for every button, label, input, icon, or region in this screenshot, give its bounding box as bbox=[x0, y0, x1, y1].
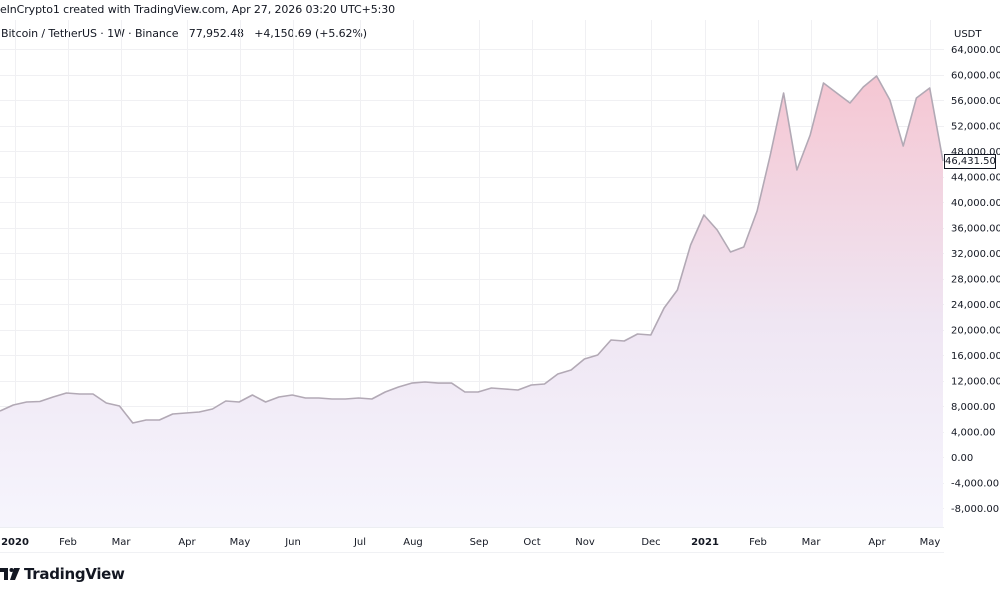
price-change-pct: (+5.62%) bbox=[315, 27, 367, 40]
price-tick-label: 52,000.00 bbox=[951, 122, 1000, 133]
symbol-name[interactable]: Bitcoin / TetherUS bbox=[1, 27, 97, 40]
tradingview-logo-icon bbox=[0, 568, 20, 580]
price-tick-label: 44,000.00 bbox=[951, 173, 1000, 184]
currency-label[interactable]: USDT bbox=[954, 29, 982, 40]
time-tick-label: Jul bbox=[353, 537, 366, 548]
price-tick-label: 4,000.00 bbox=[951, 428, 996, 439]
time-tick-label: 2021 bbox=[691, 537, 719, 548]
price-tick-label: 64,000.00 bbox=[951, 45, 1000, 56]
chart-credit: eInCrypto1 created with TradingView.com,… bbox=[0, 3, 396, 16]
price-change: +4,150.69 bbox=[254, 27, 312, 40]
time-tick-label: Apr bbox=[868, 537, 886, 548]
time-tick-label: Feb bbox=[749, 537, 767, 548]
tradingview-logo: TradingView bbox=[0, 565, 125, 583]
price-tick-label: 56,000.00 bbox=[951, 96, 1000, 107]
time-tick-label: May bbox=[920, 537, 941, 548]
time-tick-label: Feb bbox=[59, 537, 77, 548]
price-tick-label: 0.00 bbox=[951, 453, 973, 464]
time-tick-label: Aug bbox=[403, 537, 423, 548]
symbol-legend: Bitcoin / TetherUS · 1W · Binance 77,952… bbox=[1, 27, 367, 40]
price-tick-label: 20,000.00 bbox=[951, 326, 1000, 337]
time-tick-label: Dec bbox=[641, 537, 660, 548]
price-tick-label: 16,000.00 bbox=[951, 351, 1000, 362]
interval-label[interactable]: 1W bbox=[107, 27, 125, 40]
legend-sep-1: · bbox=[100, 27, 104, 40]
time-tick-label: Mar bbox=[112, 537, 132, 548]
price-tick-label: 36,000.00 bbox=[951, 224, 1000, 235]
time-tick-label: Sep bbox=[470, 537, 489, 548]
price-tick-label: 24,000.00 bbox=[951, 300, 1000, 311]
price-tick-label: 40,000.00 bbox=[951, 198, 1000, 209]
logo-text: TradingView bbox=[24, 565, 125, 583]
time-tick-label: May bbox=[230, 537, 251, 548]
time-tick-label: Jun bbox=[284, 537, 301, 548]
time-tick-label: Mar bbox=[802, 537, 822, 548]
last-price-label: 46,431.50 bbox=[944, 154, 996, 169]
price-tick-label: 8,000.00 bbox=[951, 402, 996, 413]
time-axis[interactable]: 2020 Feb Mar Apr May Jun Jul Aug Sep Oct Nov Dec 202… bbox=[1, 537, 940, 548]
price-tick-label: 60,000.00 bbox=[951, 71, 1000, 82]
price-tick-label: -8,000.00 bbox=[951, 504, 999, 515]
legend-sep-2: · bbox=[128, 27, 132, 40]
price-tick-label: 32,000.00 bbox=[951, 249, 1000, 260]
time-tick-label: Apr bbox=[178, 537, 196, 548]
price-tick-label: 12,000.00 bbox=[951, 377, 1000, 388]
time-tick-label: 2020 bbox=[1, 537, 29, 548]
price-tick-label: -4,000.00 bbox=[951, 479, 999, 490]
time-tick-label: Nov bbox=[575, 537, 595, 548]
exchange-label: Binance bbox=[134, 27, 179, 40]
price-line bbox=[0, 75, 944, 424]
time-tick-label: Oct bbox=[523, 537, 540, 548]
last-price-value: 77,952.48 bbox=[188, 27, 244, 40]
price-axis[interactable]: 64,000.00 60,000.00 56,000.00 52,000.00 48,0… bbox=[944, 20, 1000, 515]
price-tick-label: 28,000.00 bbox=[951, 275, 1000, 286]
price-area-fill bbox=[0, 76, 943, 527]
price-tick-label: 48,000.00 bbox=[951, 147, 1000, 158]
